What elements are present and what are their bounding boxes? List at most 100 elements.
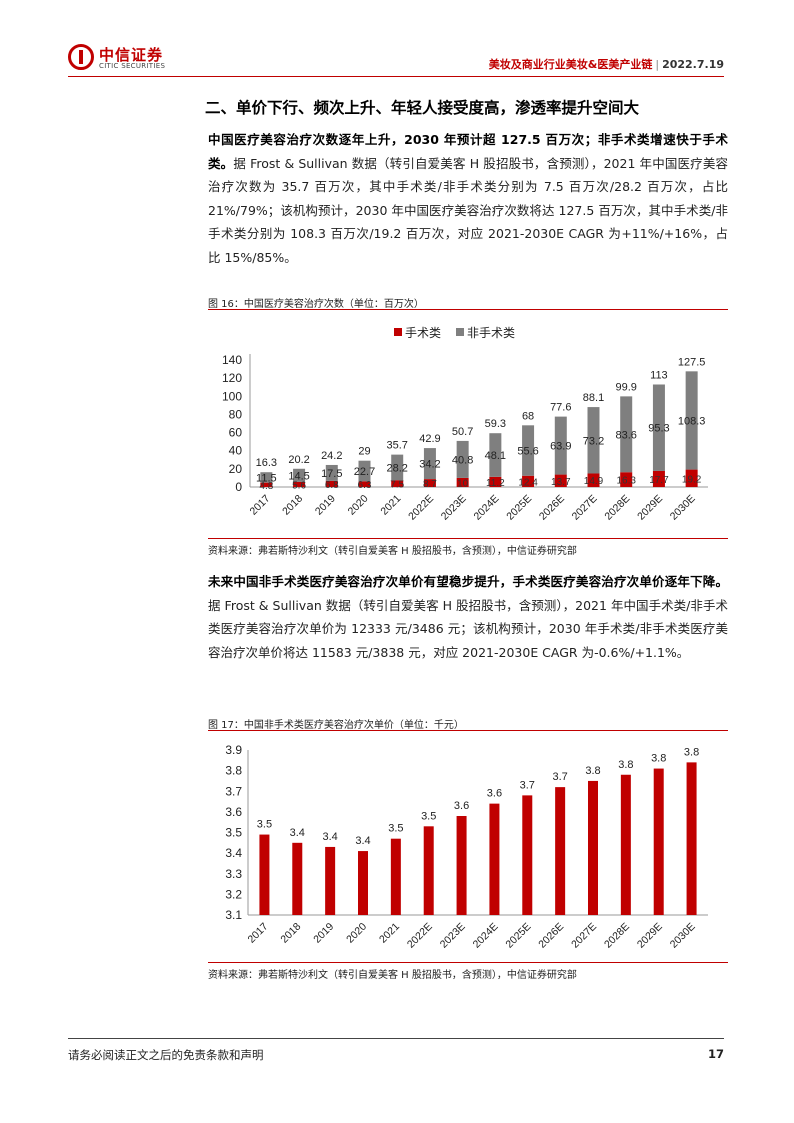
bar-surgical-2027E — [587, 473, 600, 487]
bar-nonsurgical-2022E — [423, 448, 436, 480]
figure-16-rule — [208, 309, 728, 310]
figure-17-title: 图 17：中国非手术类医疗美容治疗次单价（单位：千元） — [208, 720, 464, 731]
x-tick-label-2025E: 2025E — [503, 921, 533, 951]
legend-label-1: 非手术类 — [467, 326, 515, 340]
bar-2017 — [259, 834, 270, 915]
x-tick-label-2019: 2019 — [313, 493, 338, 518]
segment-label-bottom-2017: 4.8 — [259, 481, 273, 492]
bar-nonsurgical-2025E — [522, 425, 535, 476]
x-tick-label-2025E: 2025E — [504, 493, 534, 523]
segment-label-top-2029E: 95.3 — [648, 423, 669, 435]
segment-label-top-2028E: 83.6 — [616, 429, 637, 441]
bar-nonsurgical-2027E — [587, 407, 600, 474]
bar-2024E — [489, 803, 500, 915]
y-tick-label-5: 3.6 — [225, 805, 242, 819]
y-tick-label-4: 80 — [229, 407, 243, 421]
x-tick-label-2024E: 2024E — [471, 921, 501, 951]
total-label-2025E: 68 — [522, 410, 534, 422]
bar-2025E — [522, 795, 533, 915]
y-tick-label-1: 3.2 — [225, 887, 242, 901]
x-tick-label-2017: 2017 — [246, 921, 271, 946]
segment-label-top-2024E: 48.1 — [485, 450, 506, 462]
bar-nonsurgical-2018 — [293, 468, 306, 482]
x-tick-label-2028E: 2028E — [602, 493, 632, 523]
page-number: 17 — [707, 1047, 724, 1061]
segment-label-top-2030E: 108.3 — [678, 415, 706, 427]
bar-surgical-2029E — [652, 470, 665, 487]
bar-surgical-2018 — [293, 481, 306, 487]
header-separator: | — [655, 58, 660, 71]
paragraph-body: 据 Frost & Sullivan 数据（转引自爱美客 H 股招股书，含预测）… — [208, 155, 728, 265]
y-tick-label-2: 40 — [229, 444, 243, 458]
brand-name-en: CITIC SECURITIES — [99, 62, 166, 70]
x-tick-label-2024E: 2024E — [472, 493, 502, 523]
total-label-2030E: 127.5 — [678, 356, 706, 368]
segment-label-top-2027E: 73.2 — [583, 435, 604, 447]
segment-label-top-2025E: 55.6 — [517, 446, 538, 458]
figure-17-source: 资料来源：弗若斯特沙利文（转引自爱美客 H 股招股书，含预测），中信证券研究部 — [208, 970, 577, 981]
bar-nonsurgical-2024E — [489, 433, 502, 477]
paragraph-lead: 未来中国非手术类医疗美容治疗次单价有望稳步提升，手术类医疗美容治疗次单价逐年下降… — [208, 574, 728, 589]
total-label-2029E: 113 — [650, 369, 668, 381]
paragraph-lead: 中国医疗美容治疗次数逐年上升，2030 年预计超 127.5 百万次；非手术类增… — [208, 132, 728, 171]
total-label-2018: 20.2 — [288, 454, 309, 466]
x-tick-label-2020: 2020 — [346, 493, 371, 518]
value-label-2029E: 3.8 — [651, 753, 666, 765]
figure-17-rule — [208, 730, 728, 731]
value-label-2019: 3.4 — [322, 831, 337, 843]
segment-label-bottom-2028E: 16.3 — [616, 476, 636, 487]
x-tick-label-2027E: 2027E — [570, 493, 600, 523]
segment-label-bottom-2026E: 13.7 — [551, 477, 571, 488]
bar-nonsurgical-2029E — [652, 384, 665, 471]
segment-label-bottom-2027E: 14.9 — [584, 476, 604, 487]
brand-name-cn: 中信证券 — [99, 46, 164, 64]
bar-2029E — [653, 768, 664, 915]
bar-2028E — [620, 774, 631, 915]
segment-label-bottom-2025E: 12.4 — [518, 477, 538, 488]
bar-surgical-2022E — [423, 479, 436, 487]
bar-nonsurgical-2020 — [358, 460, 371, 482]
bar-surgical-2021 — [391, 480, 404, 487]
header-rule — [68, 76, 724, 77]
x-tick-label-2022E: 2022E — [405, 921, 435, 951]
citic-logo-icon — [68, 44, 94, 70]
bar-2022E — [423, 826, 434, 915]
y-tick-label-6: 3.7 — [225, 784, 242, 798]
segment-label-top-2021: 28.2 — [387, 462, 408, 474]
report-tag: 美妆及商业行业美妆&医美产业链 — [488, 58, 653, 71]
bar-surgical-2024E — [489, 476, 502, 487]
bar-nonsurgical-2026E — [554, 416, 567, 475]
segment-label-bottom-2023E: 10 — [457, 478, 469, 489]
value-label-2017: 3.5 — [257, 819, 272, 831]
x-tick-label-2021: 2021 — [378, 493, 403, 518]
bar-surgical-2025E — [522, 475, 535, 487]
total-label-2017: 16.3 — [256, 457, 277, 469]
figure-16-source: 资料来源：弗若斯特沙利文（转引自爱美客 H 股招股书，含预测），中信证券研究部 — [208, 546, 577, 557]
x-tick-label-2023E: 2023E — [438, 921, 468, 951]
unit-price-chart: 3.1 3.2 3.3 3.4 3.5 3.6 3.7 3.8 3.9 3.5 2017 3.4 201… — [225, 743, 708, 951]
x-tick-label-2022E: 2022E — [406, 493, 436, 523]
x-tick-label-2021: 2021 — [377, 921, 402, 946]
footer-rule — [68, 1038, 724, 1039]
x-tick-label-2026E: 2026E — [537, 493, 567, 523]
bar-surgical-2020 — [358, 481, 371, 487]
bar-2019 — [325, 846, 336, 915]
bar-nonsurgical-2023E — [456, 440, 469, 478]
value-label-2020: 3.4 — [355, 835, 370, 847]
bar-surgical-2019 — [325, 480, 338, 487]
total-label-2022E: 42.9 — [419, 433, 440, 445]
y-tick-label-5: 100 — [222, 389, 242, 403]
paragraph-unit-price: 未来中国非手术类医疗美容治疗次单价有望稳步提升，手术类医疗美容治疗次单价逐年下降… — [208, 570, 728, 664]
treatment-count-chart: 手术类 非手术类 0 20 40 60 80 100 120 140 4.811.5 16.3 2017… — [222, 326, 708, 523]
total-label-2023E: 50.7 — [452, 426, 473, 438]
segment-label-top-2017: 11.5 — [256, 472, 277, 484]
total-label-2028E: 99.9 — [616, 381, 637, 393]
paragraph-treatment-count: 中国医疗美容治疗次数逐年上升，2030 年预计超 127.5 百万次；非手术类增… — [208, 128, 728, 269]
bar-surgical-2017 — [260, 482, 273, 487]
y-tick-label-0: 3.1 — [225, 908, 242, 922]
segment-label-bottom-2018: 5.6 — [292, 480, 306, 491]
x-tick-label-2027E: 2027E — [569, 921, 599, 951]
x-tick-label-2030E: 2030E — [668, 921, 698, 951]
value-label-2026E: 3.7 — [552, 771, 567, 783]
x-tick-label-2018: 2018 — [280, 493, 305, 518]
